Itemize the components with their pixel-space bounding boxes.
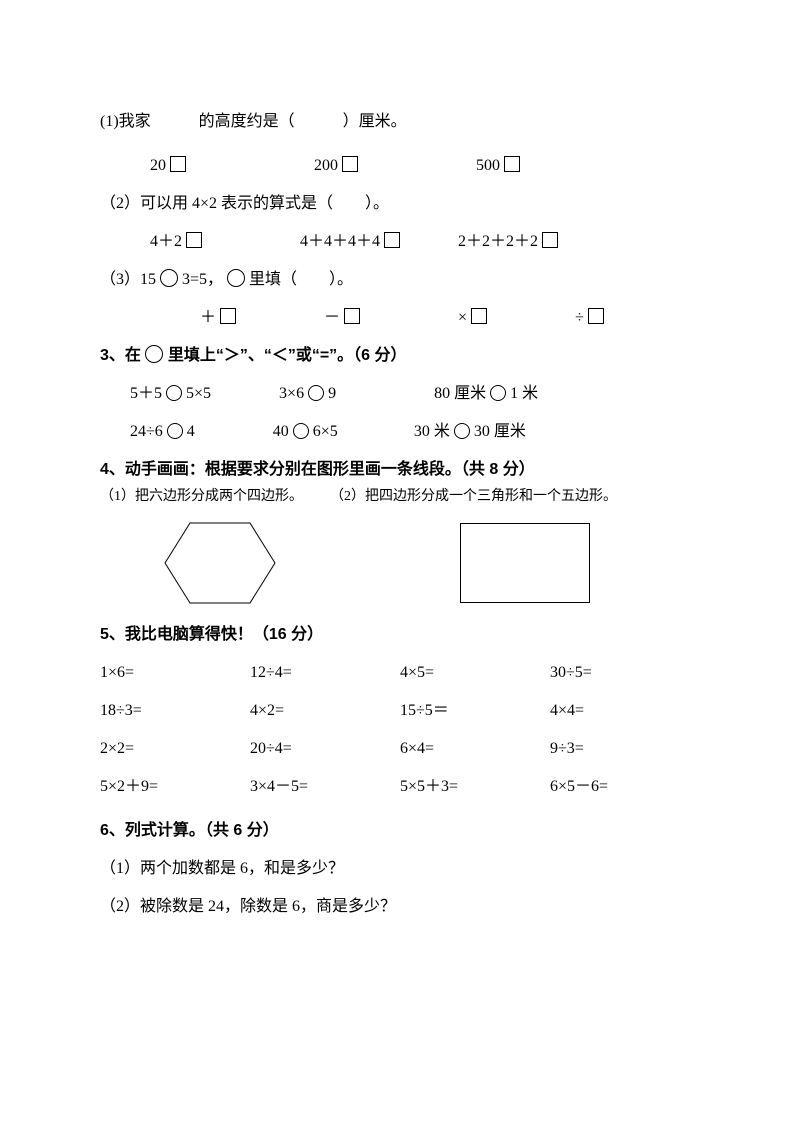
cmp-left: 5＋5 <box>130 385 162 402</box>
checkbox-icon[interactable] <box>542 232 558 248</box>
calc-cell: 3×4－5= <box>250 775 400 799</box>
calc-cell: 4×4= <box>550 699 700 723</box>
q2-opt-a: 4＋2 <box>150 233 182 250</box>
checkbox-icon[interactable] <box>588 308 604 324</box>
cmp-right: 4 <box>187 423 195 440</box>
q3-head-c: 里填（ ）。 <box>249 271 353 288</box>
q1-options: 20 200 500 <box>100 154 700 178</box>
q3-op-c: × <box>458 309 467 326</box>
circle-blank-icon[interactable] <box>454 423 470 439</box>
cmp-left: 3×6 <box>279 385 304 402</box>
calc-cell: 1×6= <box>100 661 250 685</box>
calc-cell: 4×2= <box>250 699 400 723</box>
s4-title: 4、动手画画：根据要求分别在图形里画一条线段。（共 8 分） <box>100 458 700 482</box>
s3-title: 3、在 里填上“＞”、“＜”或“=”。（6 分） <box>100 344 700 368</box>
checkbox-icon[interactable] <box>384 232 400 248</box>
q1-opt-a: 20 <box>150 157 166 174</box>
cmp-right: 5×5 <box>186 385 211 402</box>
calc-cell: 4×5= <box>400 661 550 685</box>
q3-head-b: 3=5， <box>182 271 223 288</box>
q2-opt-c: 2＋2＋2＋2 <box>458 233 538 250</box>
calc-cell: 5×5＋3= <box>400 775 550 799</box>
calc-cell: 20÷4= <box>250 737 400 761</box>
worksheet-page: (1)我家 的高度约是（ ）厘米。 20 200 500 （2）可以用 4×2 … <box>0 0 800 1132</box>
calc-cell: 6×5－6= <box>550 775 700 799</box>
q2-text: （2）可以用 4×2 表示的算式是（ ）。 <box>100 192 700 216</box>
q3-options: ＋ － × ÷ <box>100 306 700 330</box>
cmp-right: 30 厘米 <box>474 423 526 440</box>
q2-opt-b: 4＋4＋4＋4 <box>300 233 380 250</box>
s3-title-b: 里填上“＞”、“＜”或“=”。（6 分） <box>168 347 407 364</box>
circle-blank-icon[interactable] <box>490 385 506 401</box>
cmp-left: 80 厘米 <box>434 385 486 402</box>
calc-cell: 18÷3= <box>100 699 250 723</box>
q3-text: （3）15 3=5， 里填（ ）。 <box>100 268 700 292</box>
calc-cell: 9÷3= <box>550 737 700 761</box>
calc-cell: 5×2＋9= <box>100 775 250 799</box>
cmp-right: 9 <box>328 385 336 402</box>
calc-cell: 30÷5= <box>550 661 700 685</box>
checkbox-icon[interactable] <box>186 232 202 248</box>
circle-blank-icon[interactable] <box>308 385 324 401</box>
cmp-left: 24÷6 <box>130 423 163 440</box>
shapes-row <box>100 513 700 613</box>
circle-blank-icon[interactable] <box>166 385 182 401</box>
calc-row: 5×2＋9=3×4－5=5×5＋3=6×5－6= <box>100 775 700 799</box>
q3-op-b: － <box>324 309 340 326</box>
q1-text: (1)我家 的高度约是（ ）厘米。 <box>100 110 700 134</box>
calc-cell: 6×4= <box>400 737 550 761</box>
checkbox-icon[interactable] <box>504 156 520 172</box>
hexagon-icon <box>160 513 280 613</box>
q3-op-a: ＋ <box>200 309 216 326</box>
s6-title: 6、列式计算。（共 6 分） <box>100 819 700 843</box>
s4-subs: （1）把六边形分成两个四边形。 （2）把四边形分成一个三角形和一个五边形。 <box>100 486 700 507</box>
s3-row1: 5＋5 5×5 3×6 9 80 厘米 1 米 <box>100 382 700 406</box>
s3-title-a: 3、在 <box>100 347 141 364</box>
s4-sub1: （1）把六边形分成两个四边形。 <box>100 489 303 504</box>
cmp-left: 30 米 <box>414 423 450 440</box>
calc-cell: 2×2= <box>100 737 250 761</box>
circle-blank-icon[interactable] <box>145 345 163 363</box>
calc-cell: 15÷5＝ <box>400 699 550 723</box>
cmp-left: 40 <box>273 423 289 440</box>
q1-opt-b: 200 <box>314 157 338 174</box>
q3-op-d: ÷ <box>575 309 584 326</box>
circle-blank-icon[interactable] <box>293 423 309 439</box>
s3-row2: 24÷6 4 40 6×5 30 米 30 厘米 <box>100 420 700 444</box>
q2-options: 4＋2 4＋4＋4＋4 2＋2＋2＋2 <box>100 230 700 254</box>
calc-row: 18÷3=4×2=15÷5＝4×4= <box>100 699 700 723</box>
cmp-right: 1 米 <box>510 385 538 402</box>
circle-blank-icon[interactable] <box>167 423 183 439</box>
checkbox-icon[interactable] <box>170 156 186 172</box>
circle-blank-icon[interactable] <box>227 269 245 287</box>
s5-title: 5、我比电脑算得快！（16 分） <box>100 623 700 647</box>
s6-q1: （1）两个加数都是 6，和是多少？ <box>100 857 700 881</box>
calc-grid: 1×6=12÷4=4×5=30÷5= 18÷3=4×2=15÷5＝4×4= 2×2=… <box>100 661 700 799</box>
checkbox-icon[interactable] <box>471 308 487 324</box>
calc-row: 2×2=20÷4=6×4=9÷3= <box>100 737 700 761</box>
rectangle-icon <box>460 523 590 603</box>
q3-head-a: （3）15 <box>100 271 156 288</box>
checkbox-icon[interactable] <box>344 308 360 324</box>
circle-blank-icon[interactable] <box>160 269 178 287</box>
s6-q2: （2）被除数是 24，除数是 6，商是多少？ <box>100 895 700 919</box>
checkbox-icon[interactable] <box>220 308 236 324</box>
q1-opt-c: 500 <box>476 157 500 174</box>
calc-row: 1×6=12÷4=4×5=30÷5= <box>100 661 700 685</box>
s4-sub2: （2）把四边形分成一个三角形和一个五边形。 <box>330 489 617 504</box>
cmp-right: 6×5 <box>313 423 338 440</box>
calc-cell: 12÷4= <box>250 661 400 685</box>
checkbox-icon[interactable] <box>342 156 358 172</box>
